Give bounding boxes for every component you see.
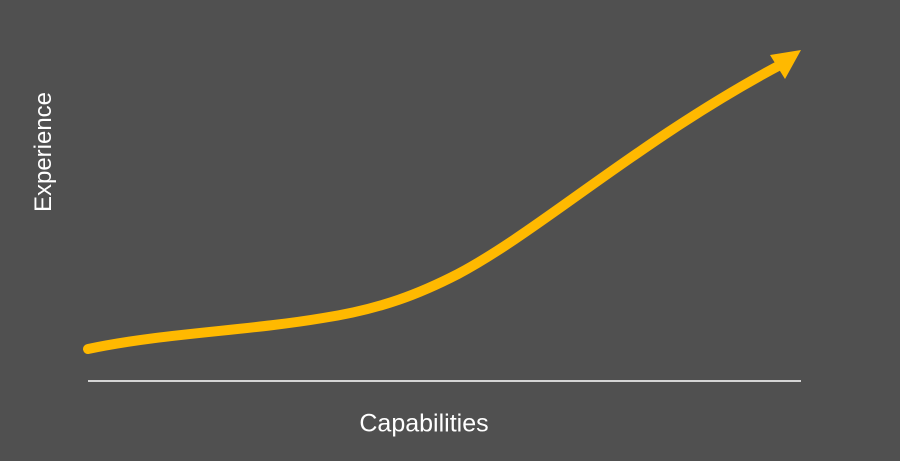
growth-curve xyxy=(83,59,787,354)
x-axis-label: Capabilities xyxy=(359,409,489,438)
y-axis-label: Experience xyxy=(30,91,57,213)
growth-arrowhead-icon xyxy=(770,50,801,79)
